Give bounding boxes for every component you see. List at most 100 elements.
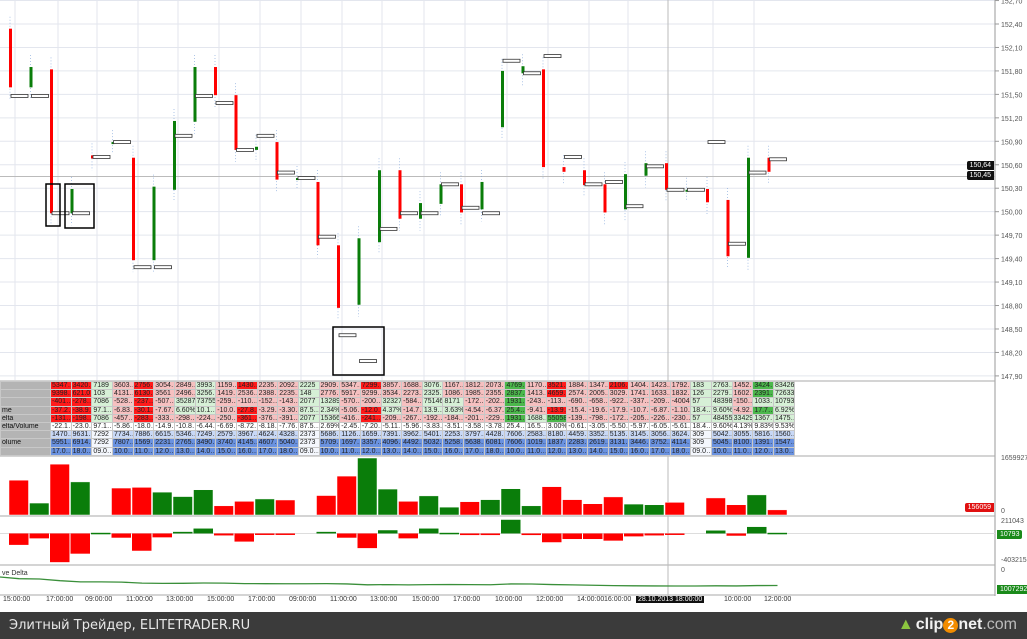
table-cell: -8.72… (235, 421, 258, 432)
time-axis-label: 11:00:00 (330, 596, 357, 603)
table-cell: 2619… (587, 438, 609, 448)
candle-body (214, 67, 217, 96)
table-cell: -283… (132, 413, 155, 423)
table-cell: 4.37% (380, 405, 403, 415)
row-label (0, 397, 51, 407)
table-cell: 1659… (359, 430, 382, 440)
table-cell: 3420… (70, 380, 93, 391)
time-axis-label: 10:00:00 (724, 596, 752, 603)
volume-bar (152, 491, 173, 516)
table-cell: -209… (380, 413, 403, 423)
table-cell: -15.4… (566, 405, 589, 415)
volume-bar (582, 503, 603, 516)
table-cell: 1812… (463, 380, 485, 391)
table-cell: -6.83… (111, 405, 134, 415)
candle-body (50, 69, 53, 214)
table-cell: 5032… (421, 438, 444, 448)
time-axis-label: 17:00:00 (248, 596, 276, 603)
table-cell: 1167… (442, 380, 465, 391)
table-cell: 1347… (587, 380, 609, 391)
table-cell: -278… (70, 397, 93, 407)
volume-bar (193, 489, 214, 516)
delta-bar (132, 533, 152, 551)
candle-body (255, 146, 258, 150)
table-cell: -798… (587, 413, 609, 423)
poc-marker (441, 182, 459, 187)
price-tick-label: 148,80 (1001, 304, 1023, 311)
table-cell: -6.05… (649, 421, 671, 432)
volume-bar (213, 505, 234, 516)
table-cell: -27.8… (235, 405, 258, 415)
time-axis-label: 28.10.2013 18:00:00 (636, 596, 705, 603)
row-label: olume (0, 438, 51, 448)
axis-value-label: 0 (1001, 508, 1005, 515)
table-cell: 10.1… (194, 405, 217, 415)
table-cell: 1569… (132, 438, 155, 448)
delta-bar (378, 530, 398, 534)
table-cell: 1931… (504, 413, 527, 423)
table-cell: -1.10… (669, 405, 692, 415)
table-cell: 2765… (173, 438, 196, 448)
poc-marker (174, 133, 193, 138)
poc-marker (461, 205, 480, 210)
table-cell: 17.0… (256, 446, 279, 456)
delta-bar (91, 532, 111, 535)
table-cell: 87.5… (297, 421, 320, 432)
row-label (0, 380, 51, 391)
axis-value-label: 0 (1001, 567, 1005, 574)
table-cell: -584… (401, 397, 423, 407)
table-cell: 4624… (256, 430, 279, 440)
table-cell: 15.0… (215, 446, 237, 456)
table-cell: 2763… (711, 380, 733, 391)
table-cell: 35287 (173, 397, 196, 407)
footer-bar: Элитный Трейдер, ELITETRADER.RU ▲ clip 2 ne… (0, 612, 1027, 639)
table-cell: 83426 (772, 380, 796, 391)
time-axis-label: 09:00:00 (85, 596, 113, 603)
delta-bar (29, 533, 49, 539)
price-tick-label: 147,90 (1001, 374, 1023, 381)
table-cell: 3.63% (442, 405, 465, 415)
table-cell: 12.0… (153, 446, 175, 456)
cumulative-last-tag: 1007292 (997, 585, 1027, 594)
table-cell: -507… (153, 397, 175, 407)
table-cell: 5401… (421, 430, 444, 440)
price-tick-label: 148,50 (1001, 327, 1023, 334)
table-cell: -5.06… (339, 405, 361, 415)
table-cell: 9.60% (711, 405, 733, 415)
candle-body (501, 70, 504, 128)
table-cell: 7086 (91, 397, 113, 407)
candle-body (91, 155, 94, 159)
price-tick-label: 150,00 (1001, 210, 1023, 217)
delta-bar (337, 533, 357, 538)
table-cell: 12.0… (752, 446, 774, 456)
table-cell: 5686… (318, 430, 341, 440)
table-cell: 3624… (669, 430, 692, 440)
table-cell: 7606… (504, 430, 527, 440)
table-cell: 3993… (194, 380, 217, 391)
table-row: -401… -278… 7086 -528… -237… -507… 35287 73755-… (0, 397, 796, 407)
table-cell: 3962… (401, 430, 423, 440)
table-cell: 4659… (545, 389, 568, 399)
table-cell: -6.69… (215, 421, 237, 432)
trading-chart[interactable]: 152,70 152,40 152,10 151,80 151,50 151,20 150,… (0, 0, 1027, 612)
table-cell: 3056… (649, 430, 671, 440)
table-cell: 48398 (711, 397, 733, 407)
time-axis-label: 15:00:00 (3, 596, 31, 603)
table-cell: 4428… (483, 430, 506, 440)
candle-body (173, 120, 176, 190)
candle-body (562, 167, 566, 172)
price-tick-label: 150,60 (1001, 163, 1023, 170)
table-cell: 33429 (731, 413, 754, 423)
table-cell: 9398… (50, 389, 72, 399)
poc-marker (31, 94, 49, 98)
table-cell: 2536… (235, 389, 258, 399)
poc-marker (687, 187, 705, 192)
table-cell: -143… (277, 397, 299, 407)
table-cell: -198… (70, 413, 93, 423)
candle-body (583, 170, 586, 186)
table-cell: -4.54… (463, 405, 485, 415)
table-cell: 8100… (731, 438, 754, 448)
table-cell: 1470… (50, 430, 72, 440)
volume-bar (705, 497, 726, 516)
table-cell: -267… (401, 413, 423, 423)
